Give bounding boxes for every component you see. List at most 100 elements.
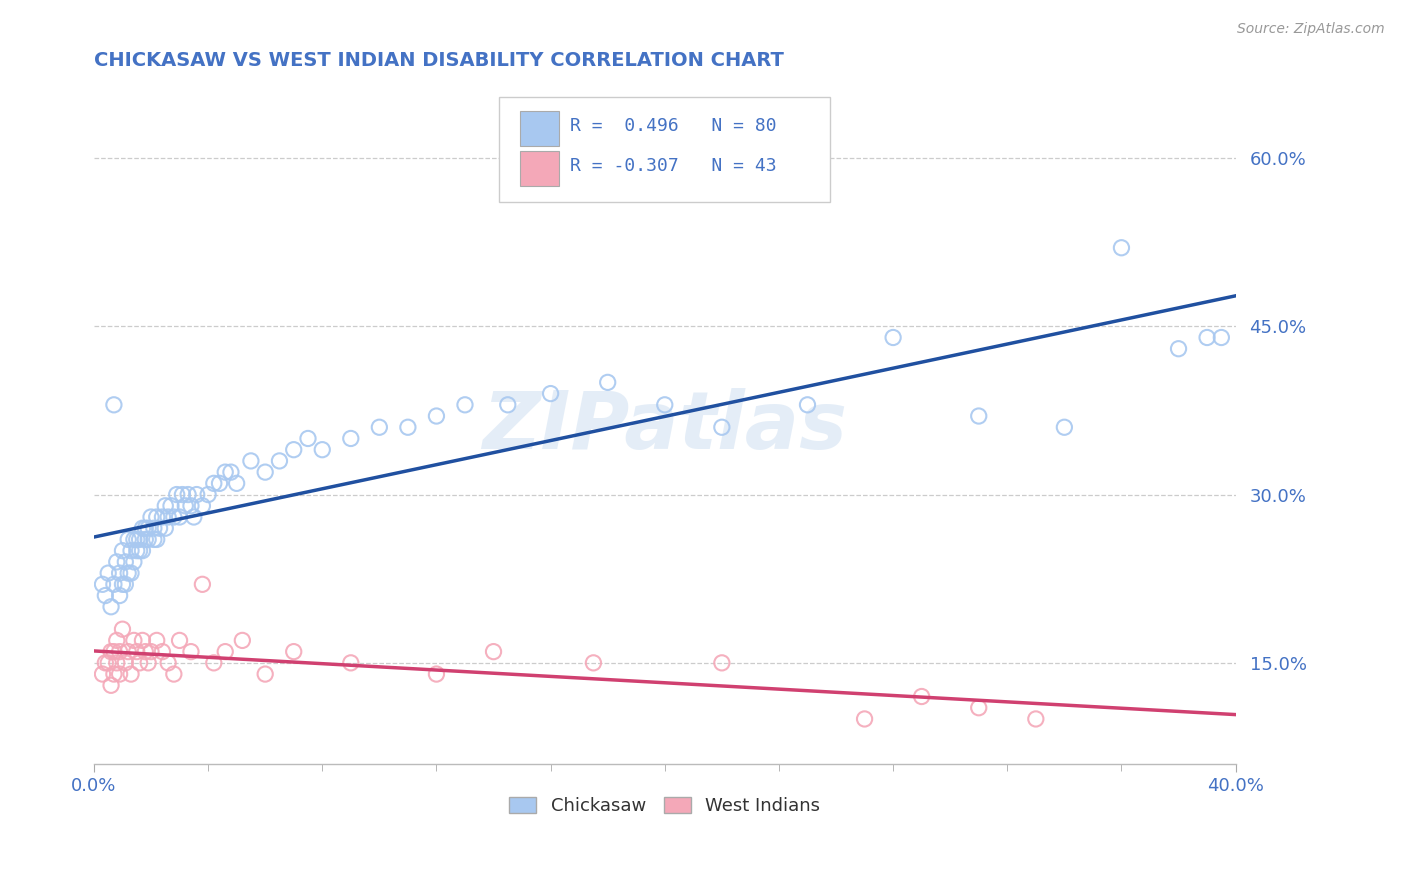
Point: [710, 656, 733, 670]
Point: [136, 656, 159, 670]
Point: [967, 409, 990, 423]
Point: [108, 667, 131, 681]
Point: [100, 645, 122, 659]
Legend: Chickasaw, West Indians: Chickasaw, West Indians: [502, 789, 828, 822]
Point: [340, 432, 363, 446]
Point: [160, 499, 183, 513]
Point: [152, 510, 174, 524]
FancyBboxPatch shape: [520, 152, 558, 186]
Point: [114, 577, 136, 591]
Point: [202, 656, 225, 670]
Point: [163, 667, 186, 681]
Point: [97, 656, 120, 670]
Text: R =  0.496   N = 80: R = 0.496 N = 80: [569, 117, 776, 135]
Point: [1025, 712, 1047, 726]
Point: [111, 577, 134, 591]
Point: [134, 645, 156, 659]
Point: [103, 577, 125, 591]
Point: [254, 667, 277, 681]
Point: [214, 645, 236, 659]
Point: [122, 555, 145, 569]
Point: [94, 589, 117, 603]
Point: [122, 533, 145, 547]
Point: [125, 645, 148, 659]
Point: [131, 521, 153, 535]
Point: [125, 543, 148, 558]
Point: [654, 398, 676, 412]
Point: [152, 645, 174, 659]
Point: [425, 667, 447, 681]
Point: [108, 589, 131, 603]
Text: R = -0.307   N = 43: R = -0.307 N = 43: [569, 157, 776, 175]
Point: [540, 386, 562, 401]
FancyBboxPatch shape: [520, 111, 558, 146]
Point: [166, 487, 188, 501]
Point: [117, 645, 139, 659]
Point: [482, 645, 505, 659]
Point: [1167, 342, 1189, 356]
Point: [134, 533, 156, 547]
Point: [114, 555, 136, 569]
Point: [202, 476, 225, 491]
Point: [128, 543, 150, 558]
Point: [103, 667, 125, 681]
Point: [269, 454, 291, 468]
Point: [1053, 420, 1076, 434]
Point: [239, 454, 262, 468]
Point: [91, 577, 114, 591]
Point: [120, 566, 142, 580]
Point: [128, 656, 150, 670]
Point: [496, 398, 519, 412]
Point: [139, 645, 162, 659]
Point: [174, 499, 197, 513]
Point: [796, 398, 818, 412]
Point: [311, 442, 333, 457]
Point: [120, 667, 142, 681]
Point: [155, 521, 177, 535]
Point: [131, 633, 153, 648]
Point: [148, 521, 170, 535]
Point: [136, 533, 159, 547]
Point: [214, 465, 236, 479]
Point: [177, 487, 200, 501]
Point: [225, 476, 247, 491]
Point: [283, 645, 305, 659]
Point: [967, 700, 990, 714]
Point: [582, 656, 605, 670]
Point: [111, 622, 134, 636]
Point: [136, 521, 159, 535]
Point: [134, 521, 156, 535]
Point: [108, 566, 131, 580]
Point: [172, 487, 194, 501]
Point: [125, 533, 148, 547]
Point: [911, 690, 934, 704]
Point: [208, 476, 231, 491]
Point: [157, 510, 180, 524]
Point: [853, 712, 876, 726]
Point: [100, 599, 122, 614]
Point: [231, 633, 253, 648]
Point: [105, 555, 128, 569]
Point: [183, 510, 205, 524]
Point: [283, 442, 305, 457]
Point: [142, 521, 165, 535]
Point: [191, 499, 214, 513]
Point: [297, 432, 319, 446]
Point: [219, 465, 242, 479]
Point: [180, 645, 202, 659]
Point: [186, 487, 208, 501]
Point: [396, 420, 419, 434]
Point: [145, 533, 167, 547]
Point: [131, 543, 153, 558]
Point: [1197, 330, 1219, 344]
Point: [94, 656, 117, 670]
Point: [128, 533, 150, 547]
Point: [1111, 241, 1133, 255]
Point: [340, 656, 363, 670]
Point: [169, 633, 191, 648]
Point: [120, 543, 142, 558]
Point: [163, 510, 186, 524]
Point: [882, 330, 904, 344]
Text: ZIPatlas: ZIPatlas: [482, 388, 848, 467]
Point: [368, 420, 391, 434]
